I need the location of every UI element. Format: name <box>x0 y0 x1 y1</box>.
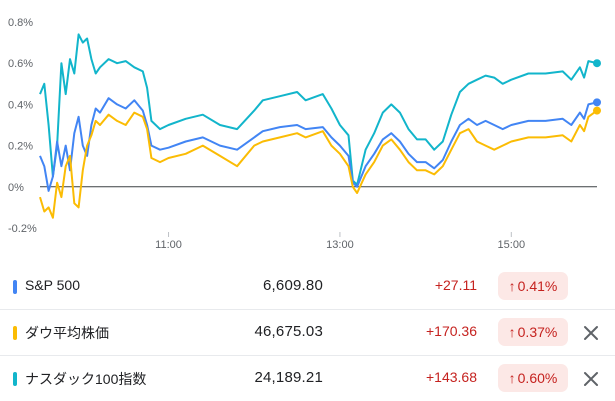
y-tick-label: -0.2% <box>8 223 37 235</box>
series-color-swatch <box>13 280 17 294</box>
up-arrow-icon: ↑ <box>508 324 516 340</box>
index-row-sp500[interactable]: S&P 500 6,609.80 +27.11 ↑ 0.41% <box>0 264 615 310</box>
series-end-dot <box>593 98 601 107</box>
percent-change-value: 0.37% <box>517 324 558 340</box>
index-change: +170.36 <box>426 323 477 339</box>
close-icon[interactable] <box>580 322 602 344</box>
index-price: 6,609.80 <box>263 277 323 294</box>
index-name: ナスダック100指数 <box>25 371 147 387</box>
series-lines <box>39 33 598 219</box>
x-axis: 11:00 13:00 15:00 <box>155 232 525 251</box>
y-axis: 0.8% 0.6% 0.4% 0.2% 0% -0.2% <box>8 17 37 235</box>
y-tick-label: 0.8% <box>8 17 33 29</box>
percent-change-badge: ↑ 0.37% <box>498 318 568 346</box>
close-icon[interactable] <box>580 368 602 390</box>
index-change: +27.11 <box>434 277 477 293</box>
x-tick-label: 15:00 <box>498 239 526 251</box>
series-color-swatch <box>13 326 17 340</box>
x-tick-label: 11:00 <box>155 239 182 251</box>
y-tick-label: 0.2% <box>8 141 33 153</box>
percent-change-value: 0.60% <box>517 370 558 386</box>
index-change: +143.68 <box>426 369 477 385</box>
index-price: 24,189.21 <box>254 369 323 386</box>
series-line <box>39 33 598 186</box>
y-tick-label: 0.6% <box>8 58 33 70</box>
index-price: 46,675.03 <box>254 323 323 340</box>
percent-change-badge: ↑ 0.60% <box>498 364 568 392</box>
index-name: ダウ平均株価 <box>25 325 109 341</box>
index-line-chart: 0.8% 0.6% 0.4% 0.2% 0% -0.2% 11:00 13:00 15:00 <box>8 17 601 251</box>
index-name: S&P 500 <box>25 277 81 293</box>
x-tick-label: 13:00 <box>326 239 354 251</box>
series-color-swatch <box>13 372 17 386</box>
series-line <box>39 109 598 219</box>
up-arrow-icon: ↑ <box>508 370 516 386</box>
percent-change-badge: ↑ 0.41% <box>498 272 568 300</box>
up-arrow-icon: ↑ <box>508 278 516 294</box>
index-row-nasdaq100[interactable]: ナスダック100指数 24,189.21 +143.68 ↑ 0.60% <box>0 356 615 401</box>
series-line <box>39 97 598 192</box>
series-end-dot <box>593 106 601 115</box>
index-row-dow[interactable]: ダウ平均株価 46,675.03 +170.36 ↑ 0.37% <box>0 310 615 356</box>
series-end-dot <box>593 59 601 68</box>
percent-change-value: 0.41% <box>517 278 558 294</box>
y-tick-label: 0% <box>8 182 24 194</box>
y-tick-label: 0.4% <box>8 99 33 111</box>
series-end-dots <box>593 59 601 115</box>
index-list: S&P 500 6,609.80 +27.11 ↑ 0.41% ダウ平均株価 4… <box>0 264 615 401</box>
